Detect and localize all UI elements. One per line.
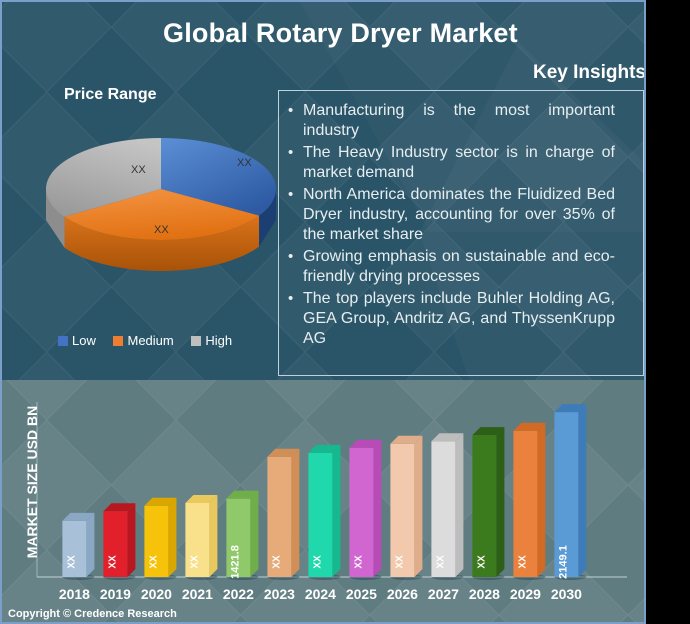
svg-text:XX: XX [517, 555, 528, 569]
svg-text:XX: XX [189, 555, 200, 569]
svg-text:XX: XX [148, 555, 159, 569]
svg-text:XX: XX [66, 555, 77, 569]
svg-text:XX: XX [353, 555, 364, 569]
svg-text:XX: XX [394, 555, 405, 569]
svg-text:XX: XX [312, 555, 323, 569]
svg-text:XX: XX [237, 157, 252, 169]
svg-text:XX: XX [476, 555, 487, 569]
svg-text:XX: XX [131, 164, 146, 176]
svg-text:1421.8: 1421.8 [229, 545, 241, 579]
svg-text:XX: XX [435, 555, 446, 569]
svg-text:2149.1: 2149.1 [557, 545, 569, 579]
svg-text:XX: XX [154, 224, 169, 236]
svg-text:XX: XX [271, 555, 282, 569]
svg-text:XX: XX [107, 555, 118, 569]
